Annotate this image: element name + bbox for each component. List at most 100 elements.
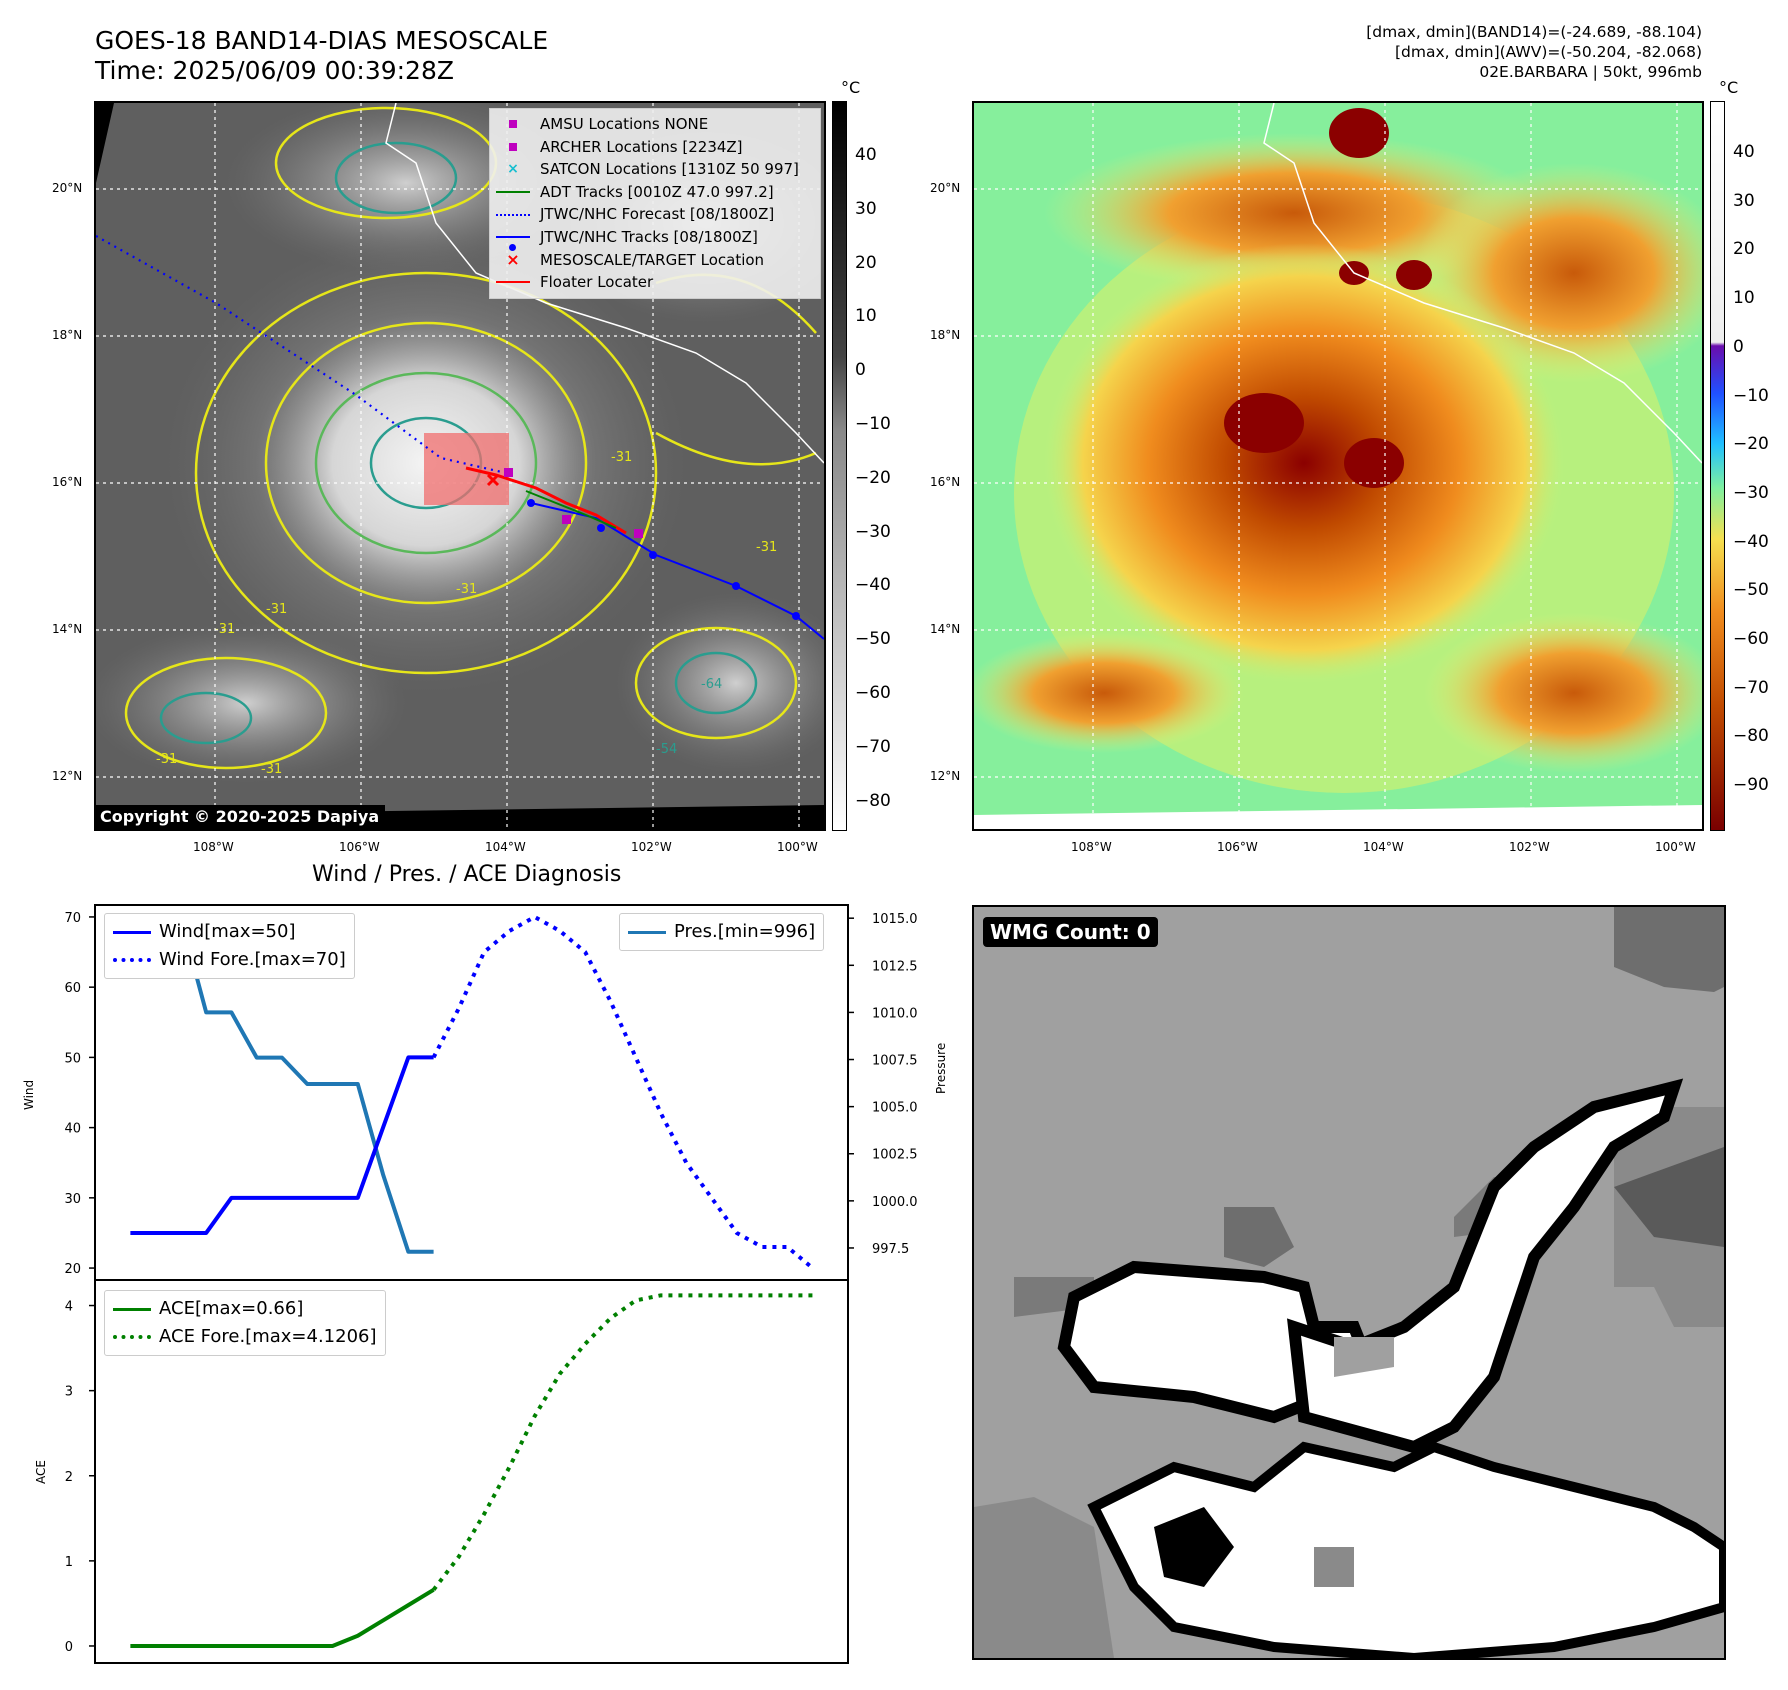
y2-tick-label: 1015.0 bbox=[872, 912, 918, 927]
legend-item: Floater Locater bbox=[494, 271, 812, 294]
colorbar-tick-label: −10 bbox=[1733, 385, 1769, 406]
colorbar-tick-label: 40 bbox=[855, 145, 877, 165]
contour-label: -31 bbox=[611, 450, 632, 465]
legend-item: JTWC/NHC Forecast [08/1800Z] bbox=[494, 203, 812, 226]
pressure-legend: Pres.[min=996] bbox=[619, 913, 825, 951]
wind-line bbox=[130, 1055, 434, 1235]
colorbar-tick-label: −10 bbox=[855, 414, 891, 434]
ace-forecast-line bbox=[432, 1293, 813, 1592]
contour-label: -31 bbox=[756, 540, 777, 555]
lat-label: 14°N bbox=[930, 622, 961, 636]
coastline bbox=[385, 103, 824, 464]
contour-label: -54 bbox=[656, 742, 677, 757]
jtwc-forecast-track bbox=[96, 235, 507, 475]
awv-map-panel bbox=[972, 101, 1704, 831]
colorbar-tick-label: −70 bbox=[1733, 677, 1769, 698]
y2-tick-label: 1012.5 bbox=[872, 959, 918, 974]
lat-label: 20°N bbox=[930, 181, 961, 195]
contour-label: -31 bbox=[261, 762, 282, 777]
awv-map-image bbox=[974, 103, 1702, 829]
colorbar-tick-label: −30 bbox=[855, 521, 891, 542]
colorbar-tick-label: −20 bbox=[855, 467, 891, 488]
colorbar-tick-label: 30 bbox=[855, 198, 877, 219]
figure-time: Time: 2025/06/09 00:39:28Z bbox=[95, 56, 454, 85]
lon-label: 102°W bbox=[1509, 840, 1550, 854]
y-tick-label: 40 bbox=[64, 1122, 81, 1137]
y-tick-label: 2 bbox=[65, 1470, 73, 1485]
lon-label: 108°W bbox=[1071, 840, 1112, 854]
pressure-axis-label: Pressure bbox=[934, 1042, 948, 1094]
legend-item: × MESOSCALE/TARGET Location bbox=[506, 249, 765, 269]
y2-tick-label: 1005.0 bbox=[872, 1101, 918, 1116]
band14-stats: [dmax, dmin](BAND14)=(-24.689, -88.104) bbox=[1366, 23, 1702, 41]
y2-tick-label: 997.5 bbox=[872, 1242, 909, 1257]
colorbar-tick-label: −60 bbox=[1733, 629, 1769, 649]
colorbar-tick-label: −70 bbox=[855, 736, 891, 757]
y-tick-label: 0 bbox=[65, 1640, 73, 1655]
colorbar-tick-label: 30 bbox=[1733, 190, 1755, 211]
y-tick-label: 4 bbox=[65, 1300, 73, 1315]
wmg-panel bbox=[972, 905, 1726, 1660]
legend-item: × SATCON Locations [1310Z 50 997] bbox=[507, 160, 799, 179]
legend-item: ACE Fore.[max=4.1206] bbox=[113, 1323, 377, 1351]
colorbar-tick-label: −90 bbox=[1733, 775, 1769, 796]
wind-forecast-line bbox=[431, 914, 814, 1270]
wind-legend: Wind[max=50] Wind Fore.[max=70] bbox=[104, 913, 355, 979]
colorbar-tick-label: 0 bbox=[1733, 336, 1744, 357]
lat-label: 12°N bbox=[930, 769, 961, 783]
gray-colorbar-unit: °C bbox=[841, 78, 861, 97]
y-tick-label: 30 bbox=[64, 1192, 81, 1207]
lon-label: 104°W bbox=[485, 840, 526, 854]
lat-label: 12°N bbox=[52, 769, 83, 783]
colorbar-tick-label: −50 bbox=[1733, 580, 1769, 601]
legend-item: ACE[max=0.66] bbox=[113, 1295, 377, 1323]
lat-label: 14°N bbox=[52, 622, 83, 636]
lon-label: 104°W bbox=[1363, 840, 1404, 854]
colorbar-tick-label: 20 bbox=[855, 252, 877, 273]
wmg-image bbox=[974, 907, 1724, 1658]
contour-label: -64 bbox=[701, 677, 722, 692]
ace-legend: ACE[max=0.66] ACE Fore.[max=4.1206] bbox=[104, 1290, 386, 1356]
colorbar-tick-label: −80 bbox=[855, 790, 891, 811]
color-colorbar bbox=[1710, 101, 1725, 831]
y-tick-label: 60 bbox=[64, 981, 81, 996]
y-tick-label: 70 bbox=[64, 911, 81, 926]
y2-tick-label: 1007.5 bbox=[872, 1054, 918, 1069]
y2-tick-label: 1010.0 bbox=[872, 1006, 918, 1021]
legend-item: JTWC/NHC Tracks [08/1800Z] bbox=[494, 226, 812, 252]
legend-item: AMSU Locations NONE bbox=[494, 113, 812, 136]
lon-label: 108°W bbox=[193, 840, 234, 854]
colorbar-tick-label: −40 bbox=[855, 575, 891, 596]
lat-label: 20°N bbox=[52, 181, 83, 195]
y2-tick-label: 1000.0 bbox=[872, 1195, 918, 1210]
y-tick-label: 50 bbox=[64, 1051, 81, 1066]
y2-tick-label: 1002.5 bbox=[872, 1148, 918, 1163]
legend-item: Pres.[min=996] bbox=[628, 918, 815, 946]
contour-label: -31 bbox=[266, 602, 287, 617]
copyright-label: Copyright © 2020-2025 Dapiya bbox=[94, 805, 386, 828]
legend-item: Wind[max=50] bbox=[113, 918, 346, 946]
lon-label: 100°W bbox=[777, 840, 818, 854]
y-tick-label: 3 bbox=[65, 1385, 73, 1400]
floater-locater-track bbox=[465, 466, 627, 535]
map-legend: AMSU Locations NONE ARCHER Locations [22… bbox=[489, 108, 821, 299]
legend-item: ARCHER Locations [2234Z] bbox=[494, 136, 812, 159]
contour-label: -31 bbox=[456, 582, 477, 597]
color-colorbar-unit: °C bbox=[1719, 78, 1739, 97]
colorbar-tick-label: −60 bbox=[855, 683, 891, 703]
ace-axis-label: ACE bbox=[34, 1460, 48, 1484]
lon-label: 102°W bbox=[631, 840, 672, 854]
lat-label: 18°N bbox=[52, 328, 83, 342]
coastline bbox=[1263, 103, 1702, 464]
contour-label: -31 bbox=[156, 752, 177, 767]
figure-title: GOES-18 BAND14-DIAS MESOSCALE bbox=[95, 26, 549, 55]
diagnosis-title: Wind / Pres. / ACE Diagnosis bbox=[312, 862, 622, 887]
lon-label: 100°W bbox=[1655, 840, 1696, 854]
colorbar-tick-label: 10 bbox=[855, 306, 877, 327]
adt-track bbox=[525, 490, 617, 529]
storm-info: 02E.BARBARA | 50kt, 996mb bbox=[1479, 63, 1702, 81]
lon-label: 106°W bbox=[339, 840, 380, 854]
lat-label: 16°N bbox=[930, 475, 961, 489]
legend-item: ADT Tracks [0010Z 47.0 997.2] bbox=[494, 181, 812, 204]
colorbar-tick-label: −20 bbox=[1733, 434, 1769, 455]
